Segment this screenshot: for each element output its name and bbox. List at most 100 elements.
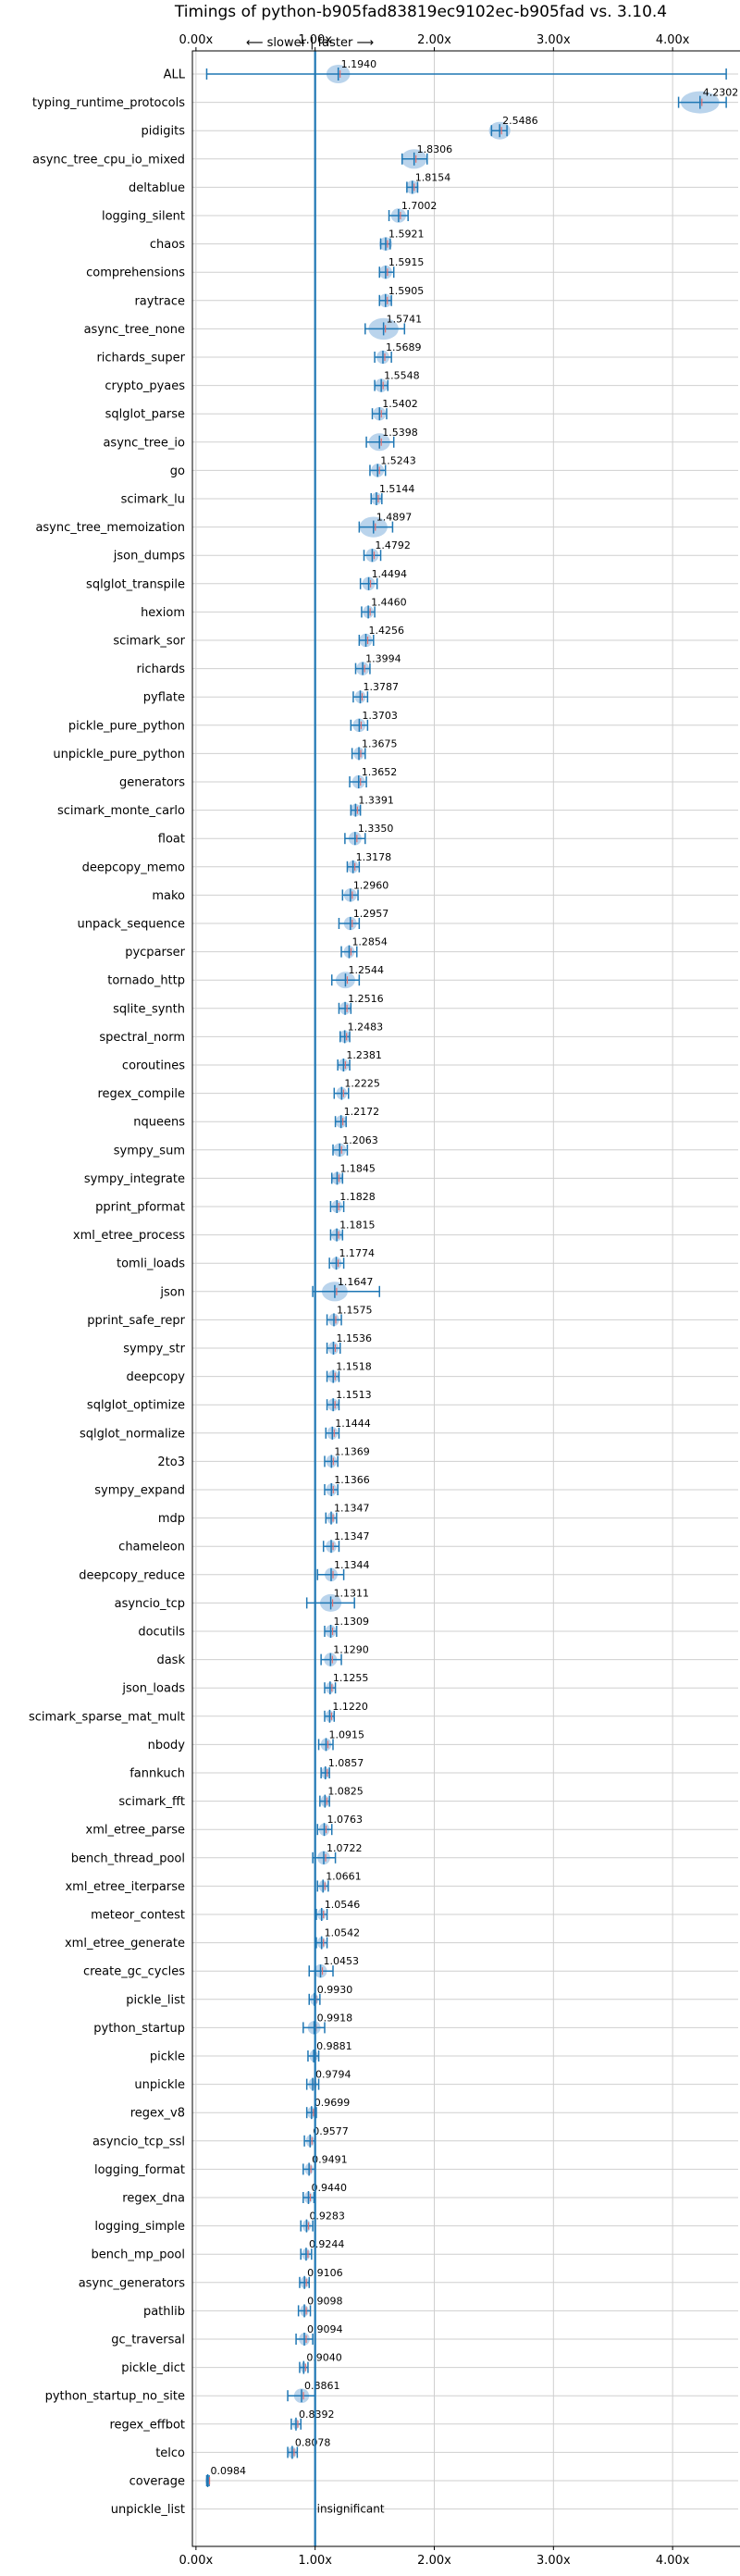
- value-label: 1.4460: [371, 596, 407, 608]
- row-label: unpickle_pure_python: [53, 748, 185, 762]
- value-label: 1.4792: [375, 539, 411, 551]
- value-label: 1.1347: [334, 1530, 370, 1542]
- x-tick-label-bottom: 0.00x: [179, 2554, 214, 2568]
- chart-title: Timings of python-b905fad83819ec9102ec-b…: [174, 3, 667, 21]
- value-label: 1.3703: [362, 710, 398, 722]
- row-label: pickle_list: [126, 1993, 185, 2007]
- row-label: regex_effbot: [109, 2418, 185, 2432]
- value-label: 1.2225: [344, 1078, 380, 1090]
- row-label: sympy_sum: [114, 1144, 185, 1158]
- row-label: json: [159, 1285, 185, 1299]
- value-label: 1.1220: [332, 1701, 368, 1713]
- value-label: 1.1369: [334, 1445, 370, 1457]
- row-label: 2to3: [157, 1455, 185, 1469]
- row-label: unpickle: [134, 2078, 185, 2092]
- row-label: asyncio_tcp_ssl: [92, 2135, 185, 2149]
- row-label: ALL: [164, 68, 186, 82]
- value-label: 0.0984: [211, 2465, 247, 2477]
- value-label: 1.0915: [328, 1728, 364, 1740]
- row-label: pickle: [150, 2050, 185, 2064]
- value-label: 1.5689: [386, 341, 422, 353]
- row-label: pidigits: [142, 125, 186, 139]
- value-label: 1.2960: [353, 879, 389, 891]
- value-label: 1.0763: [327, 1814, 364, 1826]
- value-label: 1.1828: [339, 1191, 376, 1203]
- value-label: 1.1536: [336, 1332, 372, 1344]
- row-label: sympy_integrate: [84, 1172, 185, 1186]
- row-label: nqueens: [133, 1116, 185, 1130]
- row-label: coverage: [130, 2475, 185, 2489]
- row-label: sqlite_synth: [113, 1002, 185, 1016]
- slower-faster-label: ⟵ slower | faster ⟶: [246, 36, 374, 50]
- value-label: 1.2063: [342, 1134, 378, 1146]
- value-label: 0.9794: [315, 2069, 352, 2081]
- x-axis-ticks: 0.00x 0.00x 1.00x 1.00x 2.00x 2.00x 3.00x 3.00x…: [179, 33, 690, 2568]
- row-label: go: [170, 464, 185, 478]
- row-label: json_dumps: [113, 550, 185, 564]
- value-label: 1.2381: [346, 1049, 382, 1061]
- row-label: xml_etree_generate: [65, 1937, 185, 1951]
- row-label: async_generators: [79, 2276, 186, 2290]
- x-tick-label-top: 4.00x: [656, 33, 690, 47]
- value-label: 1.3994: [365, 653, 401, 665]
- value-label: 1.5402: [382, 398, 418, 410]
- row-label: scimark_sor: [113, 635, 185, 649]
- benchmark-rows: ALL 1.1940 typing_runtime_protocols 4.2302 p…: [29, 51, 738, 2546]
- row-label: xml_etree_iterparse: [65, 1880, 185, 1894]
- value-label: 0.8861: [304, 2380, 340, 2392]
- row-label: python_startup_no_site: [45, 2390, 185, 2404]
- value-label: 0.9881: [316, 2040, 352, 2052]
- row-label: coroutines: [122, 1059, 185, 1073]
- row-label: regex_compile: [97, 1087, 185, 1101]
- row-label: deepcopy_reduce: [79, 1568, 185, 1582]
- value-label: 1.1311: [334, 1587, 370, 1599]
- grid-lines: [192, 51, 738, 2546]
- row-label: typing_runtime_protocols: [32, 96, 185, 110]
- row-label: deltablue: [129, 181, 185, 195]
- value-label: 1.1575: [337, 1304, 373, 1316]
- value-label: 0.9244: [309, 2238, 345, 2250]
- value-label: 1.5741: [387, 313, 423, 325]
- row-label: json_loads: [121, 1682, 185, 1696]
- row-label: async_tree_memoization: [35, 521, 185, 535]
- value-label: 1.4897: [376, 512, 413, 524]
- row-label: xml_etree_process: [73, 1229, 185, 1243]
- value-label: 1.5548: [384, 370, 420, 382]
- value-label: 1.4494: [372, 568, 408, 580]
- plot-frame: [191, 50, 740, 2547]
- x-tick-label-bottom: 3.00x: [536, 2554, 571, 2568]
- value-label: 0.9040: [306, 2352, 342, 2364]
- value-label: 0.9930: [317, 1984, 353, 1996]
- row-label: chameleon: [118, 1541, 185, 1554]
- value-label: 0.9699: [314, 2097, 351, 2109]
- value-label: 0.9106: [307, 2267, 343, 2279]
- row-label: bench_mp_pool: [91, 2248, 185, 2262]
- value-label: 1.3391: [358, 795, 394, 807]
- row-label: pyflate: [143, 691, 185, 705]
- row-label: docutils: [138, 1626, 185, 1640]
- row-label: async_tree_none: [84, 323, 185, 337]
- row-label: pathlib: [143, 2305, 185, 2319]
- row-label: scimark_monte_carlo: [57, 804, 185, 818]
- row-label: pycparser: [125, 946, 185, 960]
- value-label: 1.5905: [388, 285, 425, 297]
- row-label: richards: [137, 663, 186, 676]
- insignificant-label: insignificant: [317, 2503, 385, 2516]
- x-tick-label-top: 0.00x: [179, 33, 214, 47]
- value-label: 1.2483: [348, 1021, 384, 1033]
- value-label: 0.9094: [307, 2323, 343, 2335]
- value-label: 1.1518: [336, 1361, 372, 1373]
- row-label: deepcopy_memo: [82, 861, 185, 874]
- row-label: sqlglot_transpile: [86, 577, 185, 591]
- row-label: mdp: [158, 1512, 185, 1526]
- value-label: 1.1444: [335, 1418, 371, 1430]
- value-label: 1.2957: [353, 908, 389, 920]
- value-label: 1.4256: [369, 625, 405, 637]
- row-label: sqlglot_optimize: [87, 1399, 185, 1413]
- value-label: 1.1309: [334, 1616, 370, 1628]
- value-label: 1.8306: [417, 143, 453, 155]
- row-label: crypto_pyaes: [105, 379, 185, 393]
- value-label: 1.0825: [327, 1786, 364, 1798]
- value-label: 1.5144: [379, 483, 415, 495]
